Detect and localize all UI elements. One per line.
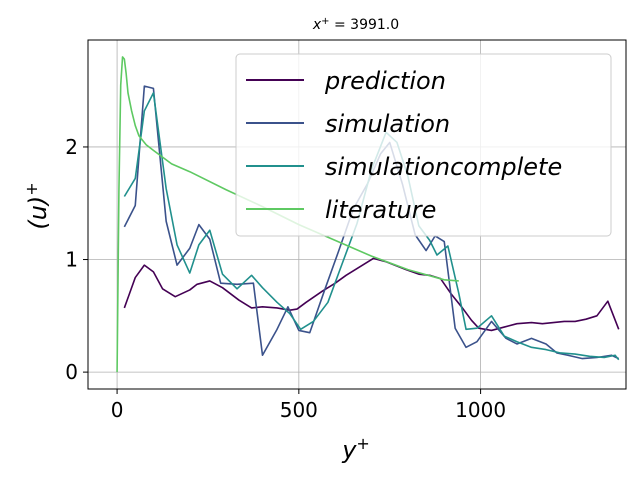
y-axis-label: (u)+ bbox=[22, 182, 53, 229]
legend-label-literature: literature bbox=[325, 196, 436, 224]
x-tick-label: 500 bbox=[280, 398, 318, 422]
legend-box bbox=[235, 53, 612, 237]
chart-title: x+ = 3991.0 bbox=[312, 16, 399, 34]
legend-label-simulation: simulation bbox=[325, 110, 450, 138]
x-tick-label: 1000 bbox=[455, 398, 506, 422]
ticks: 0 500 1000 0 1 2 bbox=[65, 135, 506, 422]
x-tick-label: 0 bbox=[111, 398, 124, 422]
y-tick-label: 1 bbox=[65, 248, 78, 272]
series-line-prediction bbox=[123, 257, 620, 332]
legend: prediction simulation simulationcomplete li… bbox=[235, 53, 612, 237]
y-tick-label: 2 bbox=[65, 135, 78, 159]
series-line-literature bbox=[116, 56, 459, 373]
legend-label-prediction: prediction bbox=[324, 67, 446, 95]
plot-frame bbox=[87, 39, 627, 390]
x-axis-label: y+ bbox=[341, 434, 370, 465]
y-tick-label: 0 bbox=[65, 360, 78, 384]
legend-label-simulationcomplete: simulationcomplete bbox=[325, 153, 562, 181]
